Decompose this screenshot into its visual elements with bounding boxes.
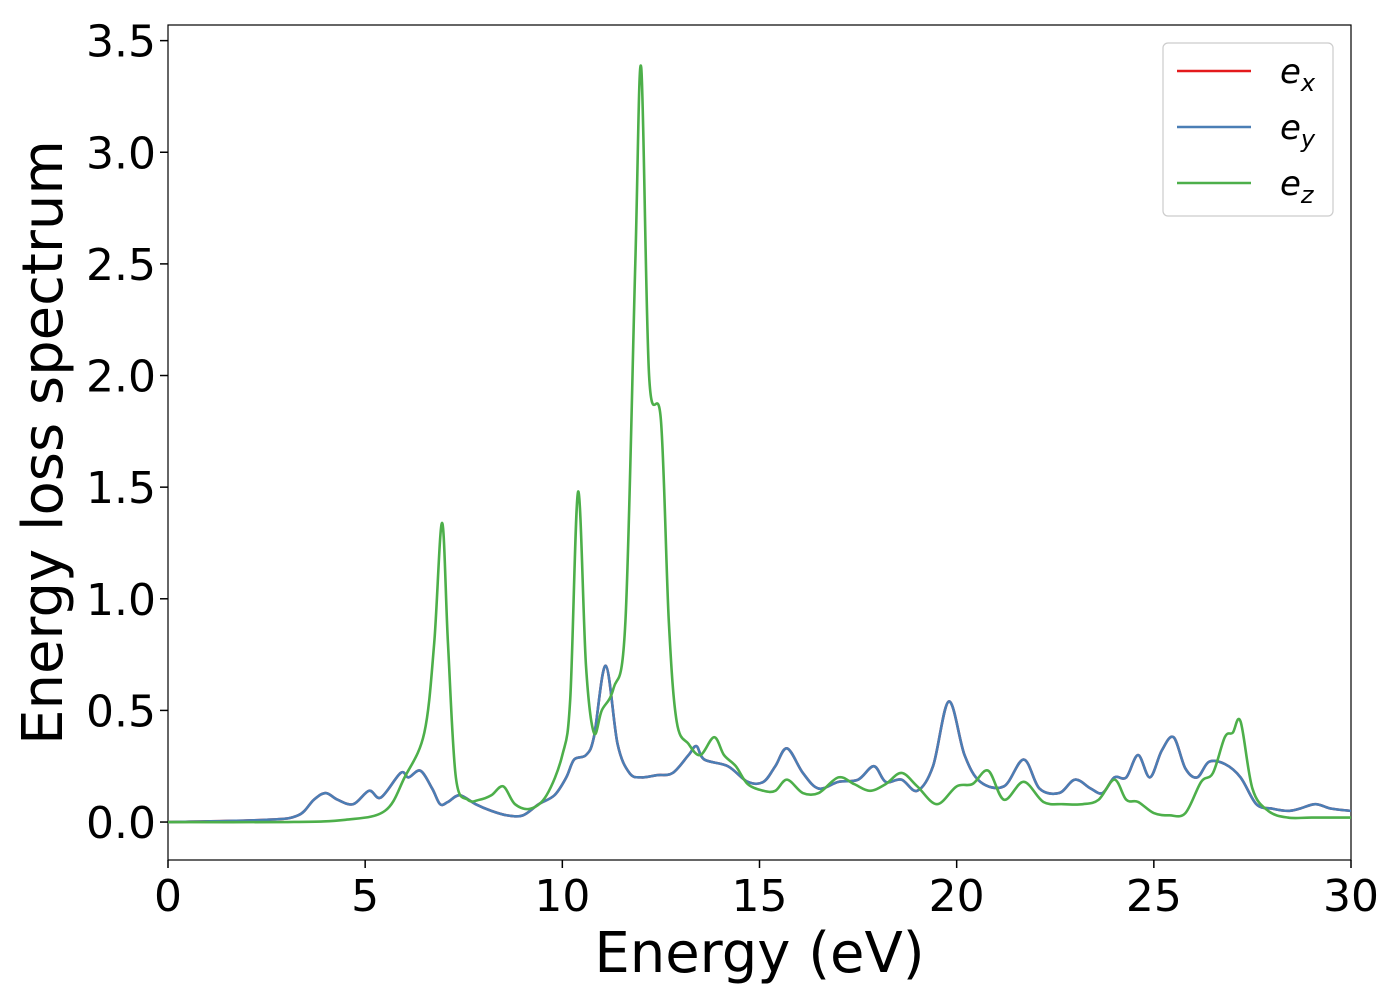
legend-label-e-x: ex [1280,52,1316,97]
x-tick-label: 5 [351,871,379,922]
y-tick-label: 1.5 [86,463,156,514]
y-tick-label: 2.5 [86,240,156,291]
x-tick-label: 10 [534,871,590,922]
legend-label-e-y: ey [1280,108,1316,153]
y-tick-label: 0.5 [86,686,156,737]
x-tick-label: 0 [154,871,182,922]
y-tick-label: 3.5 [86,17,156,68]
legend-box [1162,42,1334,217]
y-tick-label: 2.0 [86,352,156,403]
x-tick-label: 15 [732,871,788,922]
x-axis: 0 5 10 15 20 25 30 [154,860,1379,922]
x-axis-label: Energy (eV) [594,921,924,986]
y-axis-label: Energy loss spectrum [11,140,76,745]
series-line-e-z [168,64,1351,824]
y-tick-label: 1.0 [86,575,156,626]
series-line-e-y [168,664,1351,824]
y-tick-label: 3.0 [86,128,156,179]
series-layer [168,64,1351,824]
x-tick-label: 25 [1126,871,1182,922]
x-tick-label: 20 [929,871,985,922]
legend-label-e-z: ez [1280,164,1315,209]
y-axis: 0.0 0.5 1.0 1.5 2.0 2.5 3.0 3.5 [86,17,168,849]
x-tick-label: 30 [1323,871,1379,922]
series-line-e-x [168,664,1351,824]
y-tick-label: 0.0 [86,798,156,849]
legend: ex ey ez [1162,42,1334,217]
